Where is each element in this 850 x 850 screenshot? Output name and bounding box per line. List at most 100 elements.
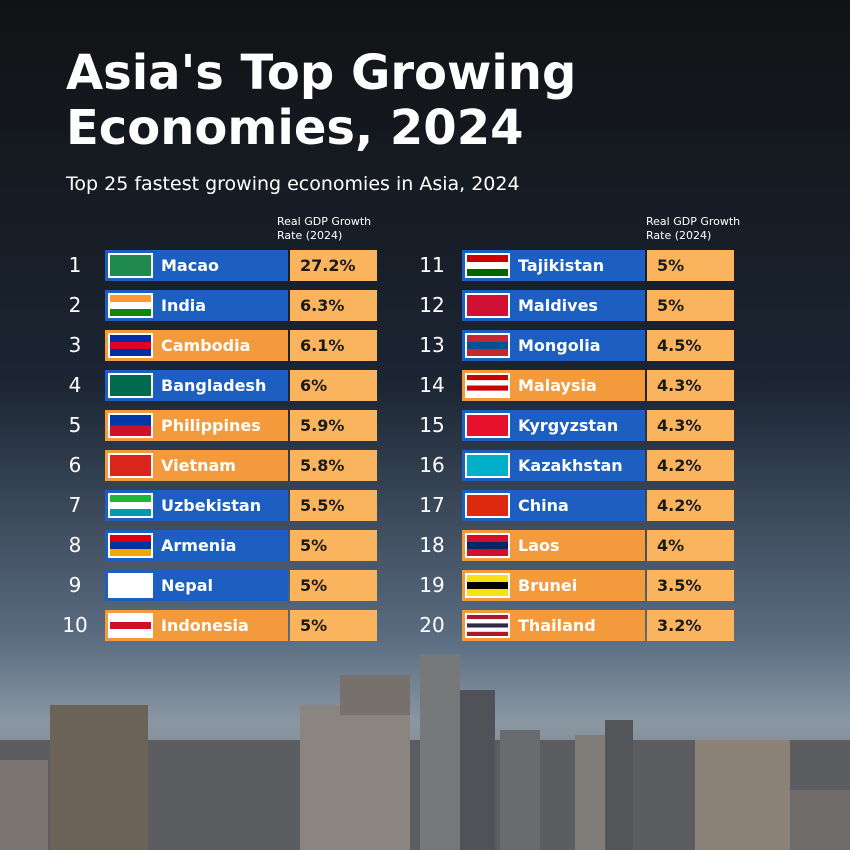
value-cell	[290, 610, 377, 641]
growth-rate: 5.8%	[300, 456, 344, 475]
flag-stripe	[467, 627, 508, 632]
flag-stripe	[467, 295, 508, 316]
growth-rate: 4.2%	[657, 496, 701, 515]
country-name: Uzbekistan	[161, 496, 261, 515]
country-name: Nepal	[161, 576, 213, 595]
country-name: Bangladesh	[161, 376, 266, 395]
growth-rate: 4.5%	[657, 336, 701, 355]
flag-stripe	[110, 549, 151, 556]
country-name: Indonesia	[161, 616, 249, 635]
flag-stripe	[110, 295, 151, 302]
growth-rate: 5%	[300, 576, 327, 595]
growth-rate: 4.2%	[657, 456, 701, 475]
country-name: China	[518, 496, 569, 515]
rank: 2	[69, 293, 82, 317]
country-name: Mongolia	[518, 336, 601, 355]
country-name: Vietnam	[161, 456, 236, 475]
country-name: Malaysia	[518, 376, 597, 395]
country-name: Tajikistan	[518, 256, 604, 275]
column-header: Rate (2024)	[646, 229, 711, 242]
table-row: 14 Malaysia 4.3%	[419, 370, 734, 401]
value-cell	[647, 450, 734, 481]
flag-stripe	[467, 631, 508, 636]
value-cell	[647, 570, 734, 601]
flag-stripe	[467, 623, 508, 628]
value-cell	[647, 250, 734, 281]
flag-stripe	[110, 335, 151, 342]
flag-stripe	[110, 495, 151, 502]
rank: 13	[419, 333, 444, 357]
growth-rate: 5%	[300, 616, 327, 635]
growth-rate: 5%	[657, 256, 684, 275]
flag-stripe	[110, 575, 151, 596]
flag-stripe	[110, 255, 151, 276]
rank: 20	[419, 613, 444, 637]
rank: 15	[419, 413, 444, 437]
rank: 14	[419, 373, 444, 397]
value-cell	[290, 410, 377, 441]
flag-stripe	[467, 415, 508, 436]
flag-stripe	[467, 269, 508, 276]
flag-stripe	[110, 502, 151, 509]
table-row: 8 Armenia 5%	[69, 530, 377, 561]
table-row: 11 Tajikistan 5%	[419, 250, 734, 281]
growth-rate: 4.3%	[657, 376, 701, 395]
flag-stripe	[110, 302, 151, 309]
flag-stripe	[467, 342, 508, 349]
flag-stripe	[110, 615, 151, 622]
country-name: Philippines	[161, 416, 261, 435]
table-row: 10 Indonesia 5%	[62, 610, 377, 641]
country-name: Maldives	[518, 296, 598, 315]
country-name: Laos	[518, 536, 560, 555]
flag-stripe	[110, 375, 151, 396]
growth-rate: 5.5%	[300, 496, 344, 515]
growth-rate: 6.3%	[300, 296, 344, 315]
rank: 17	[419, 493, 444, 517]
flag-stripe	[467, 495, 508, 516]
table-row: 15 Kyrgyzstan 4.3%	[419, 410, 734, 441]
flag-stripe	[467, 349, 508, 356]
flag-stripe	[467, 385, 508, 391]
flag-stripe	[467, 615, 508, 620]
flag-stripe	[467, 380, 508, 386]
flag-stripe	[467, 390, 508, 396]
flag-stripe	[467, 255, 508, 262]
growth-rate: 5.9%	[300, 416, 344, 435]
country-name: India	[161, 296, 206, 315]
value-cell	[290, 450, 377, 481]
flag-stripe	[110, 425, 151, 436]
value-cell	[647, 410, 734, 441]
country-name: Brunei	[518, 576, 577, 595]
country-name: Kazakhstan	[518, 456, 623, 475]
rank: 6	[69, 453, 82, 477]
country-name: Macao	[161, 256, 219, 275]
flag-stripe	[110, 535, 151, 542]
rank: 3	[69, 333, 82, 357]
table-row: 12 Maldives 5%	[419, 290, 734, 321]
value-cell	[290, 570, 377, 601]
table-row: 5 Philippines 5.9%	[69, 410, 377, 441]
flag-stripe	[467, 619, 508, 624]
skyline	[0, 655, 850, 850]
value-cell	[290, 290, 377, 321]
flag-stripe	[110, 415, 151, 426]
growth-rate: 3.2%	[657, 616, 701, 635]
rank: 7	[69, 493, 82, 517]
growth-rate: 4%	[657, 536, 684, 555]
rank: 10	[62, 613, 87, 637]
flag-stripe	[467, 582, 508, 589]
flag-stripe	[467, 335, 508, 342]
rank: 18	[419, 533, 444, 557]
rank: 19	[419, 573, 444, 597]
flag-stripe	[467, 575, 508, 582]
flag-stripe	[467, 549, 508, 556]
column-header: Real GDP Growth	[277, 215, 371, 228]
table-row: 13 Mongolia 4.5%	[419, 330, 734, 361]
table-row: 19 Brunei 3.5%	[419, 570, 734, 601]
flag-stripe	[110, 509, 151, 516]
flag-stripe	[467, 262, 508, 269]
flag-stripe	[110, 629, 151, 636]
title-line: Asia's Top Growing	[66, 45, 576, 101]
flag-stripe	[110, 542, 151, 549]
